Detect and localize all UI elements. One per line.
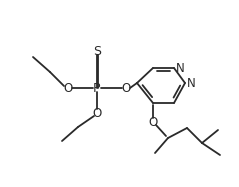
Text: N: N — [176, 62, 184, 74]
Text: O: O — [63, 82, 73, 94]
Text: P: P — [93, 82, 101, 94]
Text: S: S — [93, 45, 101, 57]
Text: N: N — [187, 76, 195, 90]
Text: O: O — [148, 116, 158, 128]
Text: O: O — [121, 82, 131, 94]
Text: O: O — [92, 107, 102, 119]
